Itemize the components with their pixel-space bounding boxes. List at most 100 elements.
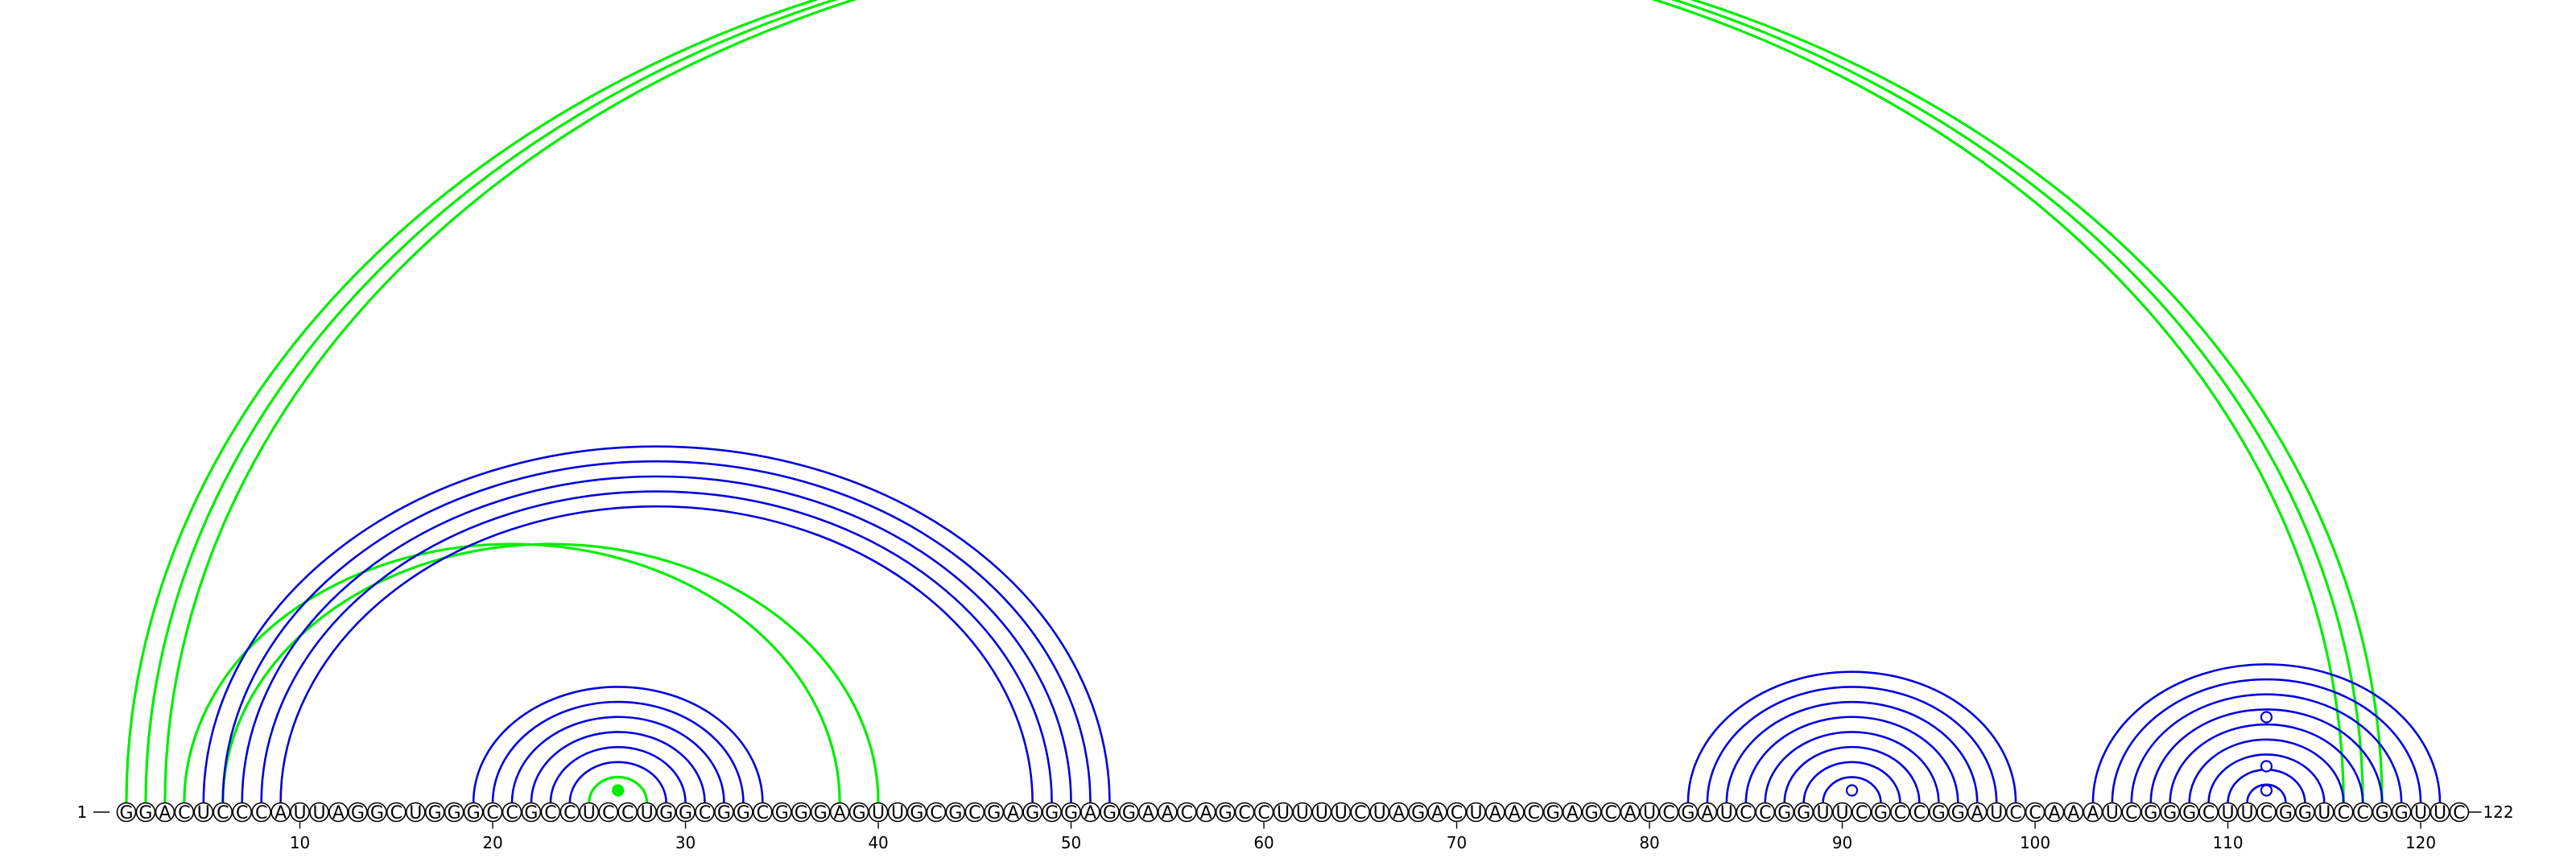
nucleotide-letter: G	[1219, 803, 1232, 823]
nucleotide-letter: G	[1064, 803, 1078, 823]
nucleotide-letter: C	[1238, 803, 1250, 823]
nucleotide-letter: C	[486, 803, 498, 823]
nucleotide-letter: G	[370, 803, 384, 823]
nucleotide-letter: A	[2087, 803, 2099, 823]
nucleotide-letter: C	[1740, 803, 1752, 823]
nucleotide-letter: C	[1181, 803, 1193, 823]
loop-marker	[2261, 786, 2272, 796]
nucleotide-letter: G	[2376, 803, 2389, 823]
nucleotide-letter: U	[583, 803, 596, 823]
nucleotide-letter: G	[910, 803, 923, 823]
nucleotide-letter: U	[891, 803, 904, 823]
nucleotide-letter: U	[1296, 803, 1309, 823]
nucleotide-letter: A	[159, 803, 171, 823]
nucleotide-letter: G	[814, 803, 828, 823]
nucleotide-letter: G	[1797, 803, 1810, 823]
nucleotide-letter: G	[448, 803, 461, 823]
nucleotide-letter: U	[2221, 803, 2234, 823]
base-pair-arc	[165, 0, 2382, 802]
nucleotide-letter: G	[2144, 803, 2157, 823]
nucleotide-letter: A	[275, 803, 287, 823]
base-pair-arcs	[126, 0, 2440, 802]
nucleotide-letter: C	[2029, 803, 2041, 823]
nucleotide-letter: C	[1913, 803, 1926, 823]
nucleotide-letter: G	[428, 803, 442, 823]
nucleotide-letter: G	[717, 803, 731, 823]
nucleotide-letter: A	[1701, 803, 1713, 823]
nucleotide-letter: G	[2163, 803, 2177, 823]
tick-label: 40	[868, 833, 888, 852]
nucleotide-letter: U	[2434, 803, 2446, 823]
loop-marker	[2261, 712, 2272, 723]
nucleotide-letter: C	[1759, 803, 1771, 823]
nucleotide-letter: C	[1894, 803, 1906, 823]
nucleotide-letter: C	[1662, 803, 1674, 823]
nucleotide-letter: U	[1335, 803, 1348, 823]
nucleotide-letter: G	[2279, 803, 2293, 823]
position-ticks: 10 20 30 40 50 60 70 80 90 100 110 120	[290, 823, 2436, 853]
tick-label: 80	[1639, 833, 1659, 852]
base-pair-arc	[146, 0, 2363, 802]
nucleotide-letter: U	[2240, 803, 2253, 823]
nucleotide-letter: A	[1509, 803, 1521, 823]
nucleotide-letter: U	[197, 803, 210, 823]
nucleotide-letter: U	[641, 803, 654, 823]
nucleotide-letter: G	[679, 803, 692, 823]
nucleotide-letter: U	[872, 803, 885, 823]
nucleotide-letter: C	[1451, 803, 1463, 823]
nucleotide-letter: A	[834, 803, 846, 823]
nucleotide-letter: G	[467, 803, 481, 823]
nucleotide-letter: A	[1393, 803, 1405, 823]
nucleotide-letter: U	[1373, 803, 1386, 823]
nucleotide-letter: G	[351, 803, 365, 823]
nucleotide-letter: C	[2357, 803, 2369, 823]
tick-label: 90	[1832, 833, 1852, 852]
tick-label: 50	[1061, 833, 1081, 852]
base-pair-arc	[570, 762, 667, 803]
nucleotide-letter: U	[2414, 803, 2427, 823]
nucleotide-letter: G	[2395, 803, 2409, 823]
nucleotide-letter: G	[1103, 803, 1117, 823]
nucleotide-letter: C	[1604, 803, 1616, 823]
nucleotide-letter: C	[2453, 803, 2465, 823]
nucleotide-letter: U	[312, 803, 325, 823]
nucleotide-letter: G	[2182, 803, 2196, 823]
nucleotide-letter: G	[1932, 803, 1946, 823]
loop-marker	[1847, 786, 1857, 796]
nucleotide-letter: G	[987, 803, 1001, 823]
nucleotide-letter: G	[2298, 803, 2312, 823]
base-pair-arc	[1688, 672, 2016, 803]
nucleotide-letter: C	[564, 803, 576, 823]
nucleotide-letter: G	[659, 803, 673, 823]
nucleotide-letter: C	[390, 803, 402, 823]
nucleotide-letter: A	[1007, 803, 1019, 823]
nucleotide-letter: G	[138, 803, 152, 823]
nucleotide-letter: A	[1567, 803, 1579, 823]
tick-label: 60	[1253, 833, 1274, 852]
nucleotide-letter: U	[1990, 803, 2003, 823]
nucleotide-letter: G	[737, 803, 750, 823]
base-pair-arc	[204, 447, 1110, 803]
nucleotide-letter: G	[1585, 803, 1599, 823]
nucleotide-letter: C	[178, 803, 190, 823]
nucleotide-letter: A	[2048, 803, 2060, 823]
nucleotide-letter: A	[1142, 803, 1154, 823]
tick-label: 10	[290, 833, 310, 852]
nucleotide-letter: G	[1026, 803, 1039, 823]
nucleotide-letter: A	[1200, 803, 1212, 823]
nucleotide-letter: C	[621, 803, 634, 823]
nucleotide-letter: A	[332, 803, 345, 823]
base-pair-arc	[126, 0, 2343, 802]
nucleotide-letter: A	[1084, 803, 1096, 823]
nucleotide-letter: U	[409, 803, 422, 823]
tick-label: 70	[1447, 833, 1467, 852]
nucleotide-letter: C	[2338, 803, 2350, 823]
base-pair-arc	[184, 544, 840, 803]
nucleotide-letter: G	[948, 803, 962, 823]
sequence-backbone: GGACUCCCAUUAGGCUGGGCCGCCUCCUGGCGGCGGGAGU…	[118, 803, 2469, 824]
nucleotide-letter: G	[1122, 803, 1136, 823]
nucleotide-letter: U	[1720, 803, 1733, 823]
nucleotide-letter: C	[2260, 803, 2273, 823]
tick-label: 110	[2212, 833, 2243, 852]
base-pair-arc	[223, 461, 1091, 802]
